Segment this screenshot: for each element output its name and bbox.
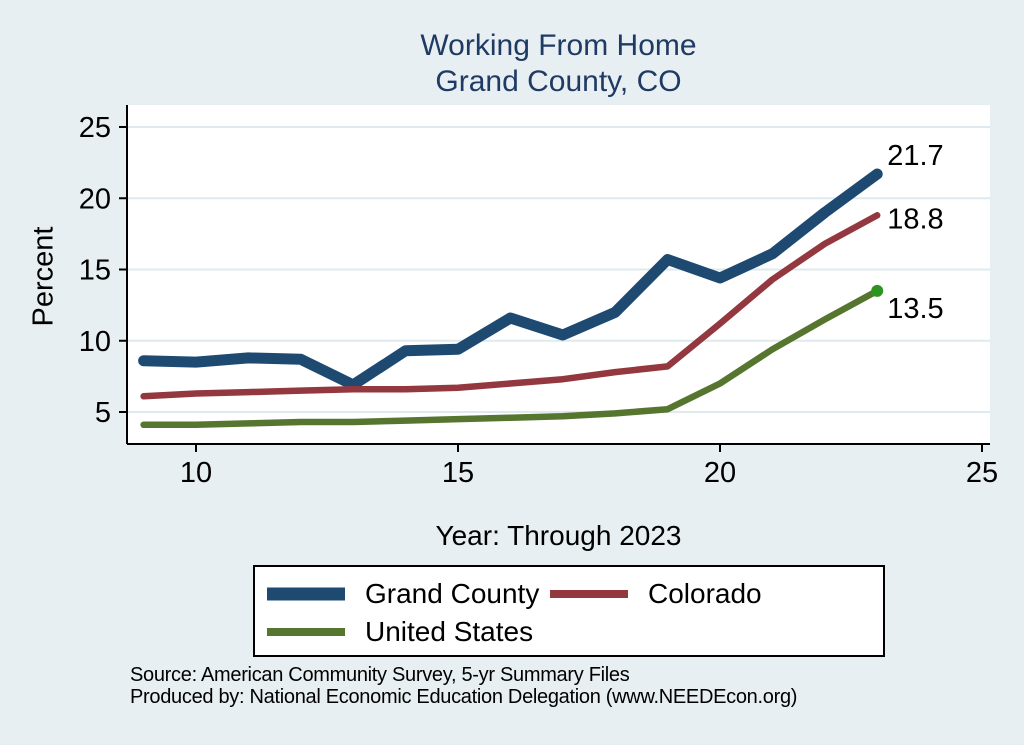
produced-by-line: Produced by: National Economic Education… [130, 686, 798, 708]
y-tick-label: 25 [79, 112, 111, 144]
chart-title-line2: Grand County, CO [435, 65, 682, 98]
legend-item-colorado: Colorado [550, 578, 820, 609]
series-end-marker [871, 284, 884, 297]
chart-title: Working From Home Grand County, CO [127, 28, 990, 100]
source-line: Source: American Community Survey, 5-yr … [130, 664, 630, 686]
x-tick-label: 20 [704, 457, 736, 489]
series-line-grand-county [138, 168, 883, 391]
series-end-label: 18.8 [887, 203, 943, 235]
legend-label-united-states: United States [365, 616, 534, 647]
y-tick-label: 10 [79, 326, 111, 358]
y-tick-label: 15 [79, 255, 111, 287]
chart-title-line1: Working From Home [420, 29, 697, 62]
legend-item-grand-county: Grand County [267, 578, 540, 609]
x-axis-title: Year: Through 2023 [435, 520, 682, 551]
legend-label-grand-county: Grand County [365, 578, 540, 609]
x-tick-label: 15 [442, 457, 474, 489]
legend-swatch-united-states [267, 628, 345, 636]
series-end-label: 13.5 [887, 293, 943, 325]
y-axis-title: Percent [27, 226, 60, 327]
y-tick-label: 5 [95, 397, 111, 429]
legend-box: Grand County Colorado United States [253, 565, 885, 657]
plot-background [127, 105, 990, 444]
series-line-colorado [140, 212, 881, 400]
source-notes: Source: American Community Survey, 5-yr … [130, 664, 797, 708]
x-tick-label: 10 [180, 457, 212, 489]
legend-item-united-states: United States [267, 616, 537, 647]
series-line-united-states [140, 287, 881, 429]
legend-label-colorado: Colorado [648, 578, 762, 609]
y-tick-label: 20 [79, 183, 111, 215]
series-end-label: 21.7 [887, 140, 943, 172]
legend-swatch-colorado [550, 590, 628, 598]
x-tick-label: 25 [966, 457, 998, 489]
legend-swatch-grand-county [267, 587, 345, 601]
